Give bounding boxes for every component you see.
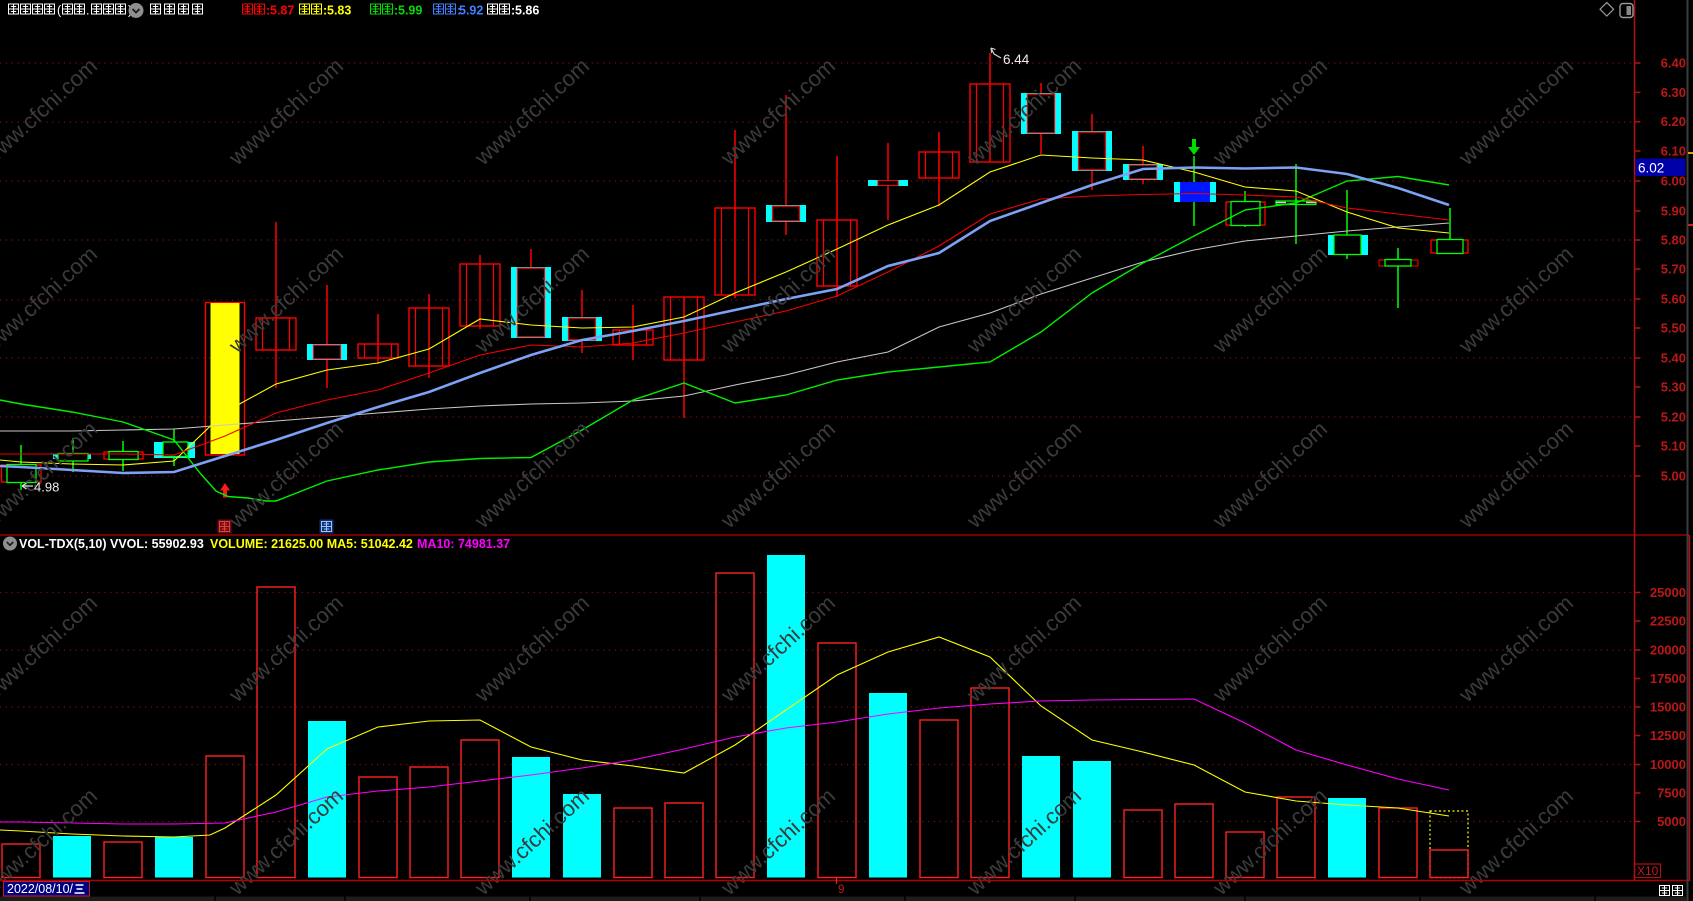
svg-text:15000: 15000	[1650, 700, 1686, 715]
svg-text:2022/08/10/: 2022/08/10/	[7, 882, 74, 896]
svg-text:5.80: 5.80	[1661, 233, 1686, 248]
svg-text:22500: 22500	[1650, 614, 1686, 629]
svg-text:(: (	[57, 4, 62, 18]
svg-text::: :	[266, 4, 270, 18]
svg-text:5.40: 5.40	[1661, 351, 1686, 366]
svg-text:VOLUME: 21625.00 MA5: 51042.42: VOLUME: 21625.00 MA5: 51042.42	[210, 537, 413, 551]
svg-text:20000: 20000	[1650, 643, 1686, 658]
svg-text:5.99: 5.99	[398, 4, 422, 18]
svg-text:25000: 25000	[1650, 585, 1686, 600]
svg-text::: :	[511, 4, 515, 18]
svg-text::: :	[457, 4, 461, 18]
svg-text:MA10: 74981.37: MA10: 74981.37	[417, 537, 510, 551]
svg-text:4.98: 4.98	[34, 480, 59, 495]
svg-text:6.40: 6.40	[1661, 56, 1686, 71]
svg-text:17500: 17500	[1650, 671, 1686, 686]
svg-text:5.10: 5.10	[1661, 439, 1686, 454]
svg-text::: :	[323, 4, 327, 18]
svg-text:5.20: 5.20	[1661, 410, 1686, 425]
svg-text:5.83: 5.83	[327, 4, 351, 18]
svg-text:6.10: 6.10	[1661, 144, 1686, 159]
svg-text:6.00: 6.00	[1661, 174, 1686, 189]
svg-text:5.86: 5.86	[515, 4, 539, 18]
svg-text:5.30: 5.30	[1661, 380, 1686, 395]
svg-text:10000: 10000	[1650, 757, 1686, 772]
svg-text:5000: 5000	[1657, 814, 1686, 829]
svg-text:X10: X10	[1637, 864, 1659, 878]
svg-text:6.20: 6.20	[1661, 114, 1686, 129]
svg-text:6.30: 6.30	[1661, 85, 1686, 100]
svg-text:5.70: 5.70	[1661, 262, 1686, 277]
svg-text:5.50: 5.50	[1661, 321, 1686, 336]
svg-text:7500: 7500	[1657, 786, 1686, 801]
svg-text:6.44: 6.44	[1003, 52, 1030, 67]
svg-text:5.92: 5.92	[459, 4, 483, 18]
svg-text:5.87: 5.87	[270, 4, 294, 18]
svg-text:.: .	[86, 4, 89, 18]
svg-text:12500: 12500	[1650, 728, 1686, 743]
svg-text:9: 9	[838, 884, 844, 896]
svg-text:5.00: 5.00	[1661, 469, 1686, 484]
svg-text:VOL-TDX(5,10) VVOL: 55902.93: VOL-TDX(5,10) VVOL: 55902.93	[19, 537, 204, 551]
svg-text:6.02: 6.02	[1638, 161, 1664, 176]
svg-text:5.90: 5.90	[1661, 204, 1686, 219]
svg-text::: :	[394, 4, 398, 18]
svg-text:5.60: 5.60	[1661, 292, 1686, 307]
